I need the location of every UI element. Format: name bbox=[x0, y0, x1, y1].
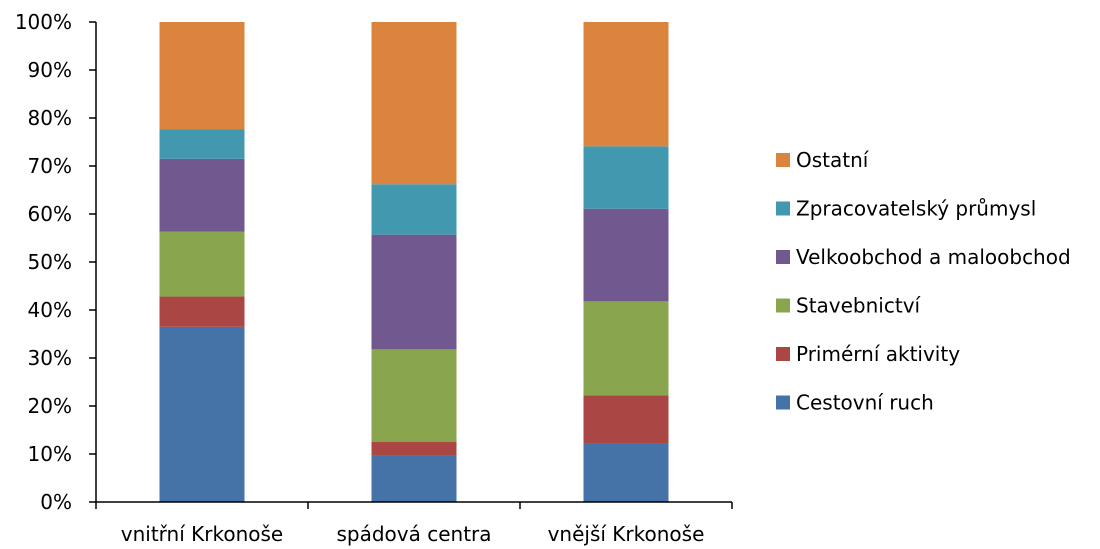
x-category-label: vnitřní Krkonoše bbox=[121, 522, 283, 546]
y-tick-label: 0% bbox=[40, 490, 72, 514]
bar-segment bbox=[371, 184, 457, 235]
legend-item: Velkoobchod a maloobchod bbox=[776, 245, 1071, 269]
y-tick-label: 30% bbox=[28, 346, 72, 370]
legend-swatch bbox=[776, 395, 790, 410]
y-tick-label: 10% bbox=[28, 442, 72, 466]
legend-item: Stavebnictví bbox=[776, 294, 922, 318]
bar-segment bbox=[159, 158, 245, 232]
y-tick-label: 60% bbox=[28, 202, 72, 226]
y-tick-labels: 0% 10% 20% 30% 40% 50% 60% 70% 80% 90% 100% bbox=[15, 10, 72, 514]
bar-segment bbox=[371, 455, 457, 502]
bar-segment bbox=[159, 22, 245, 130]
bar-segment bbox=[583, 208, 669, 302]
x-category-label: vnější Krkonoše bbox=[548, 522, 705, 546]
legend: Ostatní Zpracovatelský průmysl Velkoobchod… bbox=[776, 148, 1071, 415]
legend-swatch bbox=[776, 153, 790, 167]
y-tick-label: 70% bbox=[28, 154, 72, 178]
bar-segment bbox=[371, 22, 457, 185]
bar-segment bbox=[583, 22, 669, 147]
y-tick-label: 20% bbox=[28, 394, 72, 418]
bar-segment bbox=[159, 129, 245, 159]
legend-label: Ostatní bbox=[796, 148, 870, 172]
legend-label: Velkoobchod a maloobchod bbox=[796, 245, 1071, 269]
y-tick-label: 100% bbox=[15, 10, 72, 34]
bar-segment bbox=[159, 326, 245, 502]
legend-item: Primérní aktivity bbox=[776, 342, 960, 366]
y-tick-label: 40% bbox=[28, 298, 72, 322]
legend-label: Primérní aktivity bbox=[796, 342, 960, 366]
bar-segment bbox=[583, 395, 669, 444]
bar-segment bbox=[371, 442, 457, 456]
legend-swatch bbox=[776, 347, 790, 361]
bar-segment bbox=[583, 146, 669, 209]
bar-segment bbox=[159, 231, 245, 297]
legend-item: Ostatní bbox=[776, 148, 870, 172]
legend-label: Zpracovatelský průmysl bbox=[796, 197, 1036, 221]
bar-segment bbox=[371, 234, 457, 350]
bar-segment bbox=[159, 296, 245, 327]
legend-item: Zpracovatelský průmysl bbox=[776, 197, 1036, 221]
legend-swatch bbox=[776, 201, 790, 216]
bar-area bbox=[159, 22, 669, 502]
bar-segment bbox=[583, 301, 669, 396]
legend-item: Cestovní ruch bbox=[776, 391, 934, 415]
legend-label: Stavebnictví bbox=[796, 294, 922, 318]
legend-label: Cestovní ruch bbox=[796, 391, 934, 415]
x-category-labels: vnitřní Krkonoše spádová centra vnější Krk… bbox=[121, 522, 705, 546]
legend-swatch bbox=[776, 250, 790, 264]
bar-segment bbox=[583, 443, 669, 502]
axes bbox=[89, 21, 733, 509]
y-tick-label: 50% bbox=[28, 250, 72, 274]
y-tick-label: 80% bbox=[28, 106, 72, 130]
x-category-label: spádová centra bbox=[336, 522, 491, 546]
bar-segment bbox=[371, 349, 457, 442]
legend-swatch bbox=[776, 298, 790, 313]
y-tick-label: 90% bbox=[28, 58, 72, 82]
